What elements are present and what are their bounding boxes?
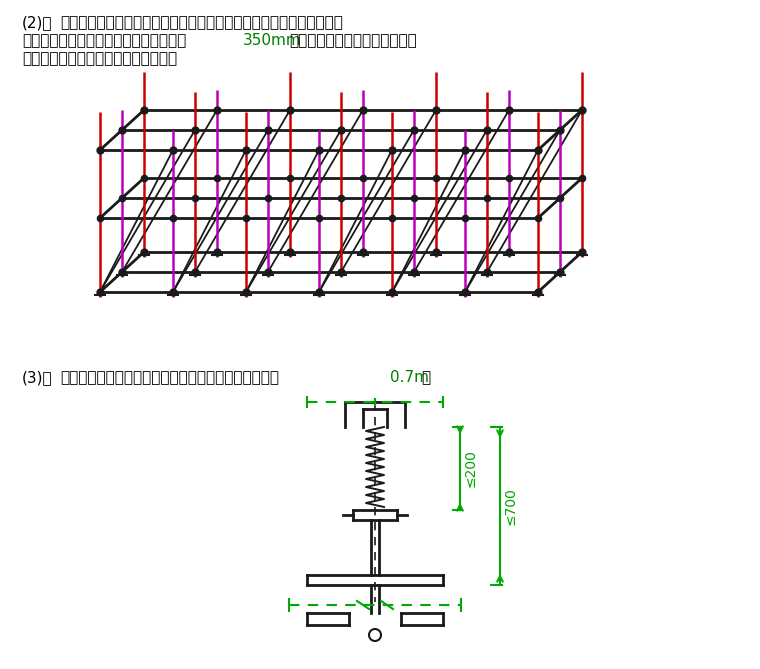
Text: (3)、: (3)、 — [22, 370, 52, 385]
Text: 立柱上端包括可调螺杆伸出顶层水平杆的长度不得大于: 立柱上端包括可调螺杆伸出顶层水平杆的长度不得大于 — [60, 370, 279, 385]
Text: 向横杆作为扫地杆距地面高度应小于等于: 向横杆作为扫地杆距地面高度应小于等于 — [22, 33, 186, 48]
Text: 应配置可调底座或固定支座，如下图：: 应配置可调底座或固定支座，如下图： — [22, 51, 177, 66]
Text: ≤200: ≤200 — [464, 450, 478, 488]
Text: (2)、: (2)、 — [22, 15, 52, 30]
Text: 0.7m: 0.7m — [390, 370, 429, 385]
Text: 。: 。 — [421, 370, 430, 385]
Text: ≤700: ≤700 — [504, 487, 518, 525]
Text: 立柱需接长时，支架首层立柱应采用不同的长度交错布置，底层纵、横: 立柱需接长时，支架首层立柱应采用不同的长度交错布置，底层纵、横 — [60, 15, 343, 30]
Text: 350mm: 350mm — [243, 33, 302, 48]
Text: ，严禁施工中拆除扫地杆，立柱: ，严禁施工中拆除扫地杆，立柱 — [289, 33, 416, 48]
